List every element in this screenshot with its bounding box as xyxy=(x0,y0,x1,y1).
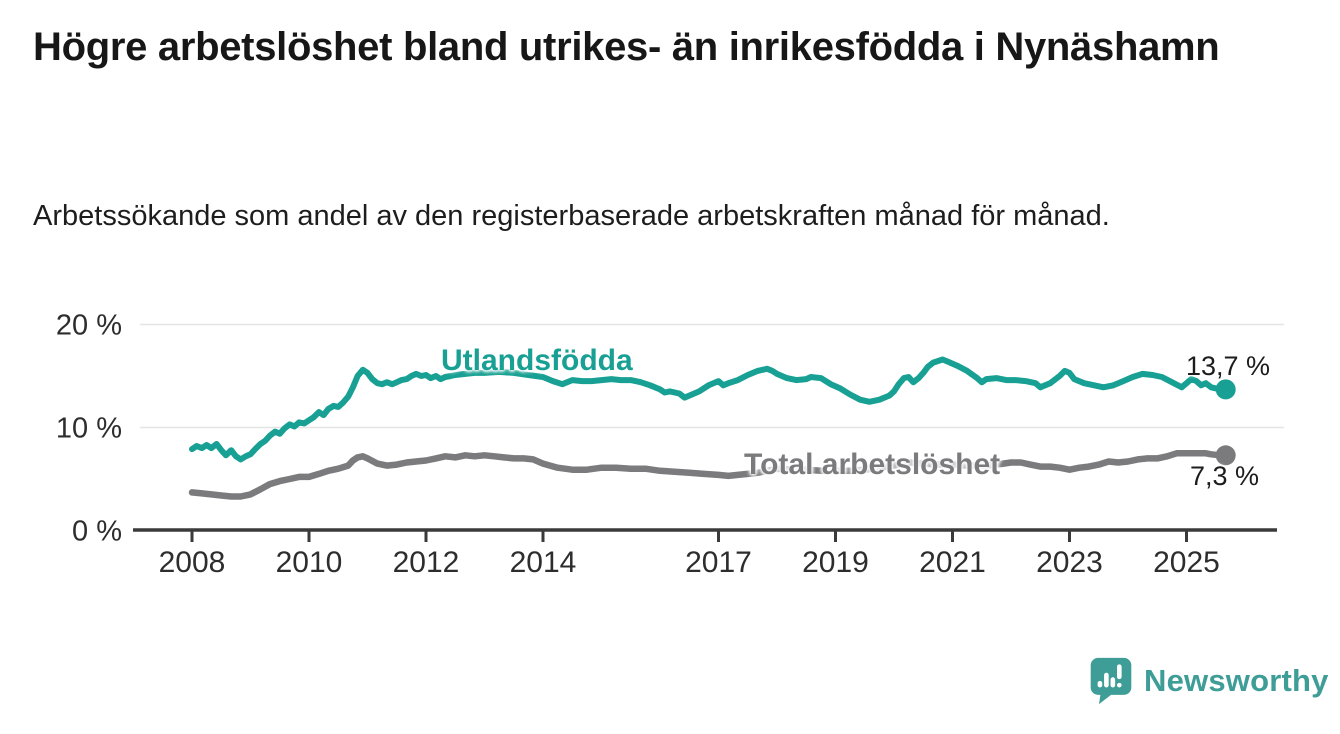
newsworthy-icon xyxy=(1090,657,1132,705)
series-label-total-arbetsloshet: Total arbetslöshet xyxy=(744,448,1001,481)
x-tick-label: 2014 xyxy=(510,546,577,579)
x-tick-label: 2012 xyxy=(393,546,460,579)
bar-medium xyxy=(1110,677,1116,688)
bar-small xyxy=(1097,681,1103,688)
newsworthy-logo: Newsworthy xyxy=(1089,657,1329,705)
chart-title: Högre arbetslöshet bland utrikes- än inr… xyxy=(33,25,1220,69)
x-tick-label: 2021 xyxy=(919,546,986,579)
x-tick-label: 2023 xyxy=(1036,546,1103,579)
chart-subtitle: Arbetssökande som andel av den registerb… xyxy=(33,200,1110,232)
y-tick-label: 10 % xyxy=(56,413,122,445)
bar-tall xyxy=(1104,672,1109,688)
x-tick-label: 2017 xyxy=(685,546,752,579)
series-line-utlandsfodda xyxy=(189,356,1229,463)
x-tick-label: 2019 xyxy=(802,546,869,579)
end-value-utlandsfodda: 13,7 % xyxy=(1186,351,1271,381)
series-line-total-arbetsloshet xyxy=(188,450,1229,500)
x-tick-label: 2010 xyxy=(276,546,343,579)
exclamation-dot xyxy=(1117,682,1122,688)
y-tick-label: 0 % xyxy=(72,516,122,548)
end-value-total-arbetsloshet: 7,3 % xyxy=(1190,461,1260,491)
exclamation-bar xyxy=(1117,664,1122,680)
end-dot-total-arbetsloshet xyxy=(1215,445,1236,466)
series-label-utlandsfodda: Utlandsfödda xyxy=(441,344,633,377)
x-tick-label: 2008 xyxy=(159,546,226,579)
newsworthy-wordmark: Newsworthy xyxy=(1144,663,1329,698)
x-tick-label: 2025 xyxy=(1153,546,1220,579)
y-tick-label: 20 % xyxy=(56,310,122,342)
end-dot-utlandsfodda xyxy=(1215,379,1236,400)
